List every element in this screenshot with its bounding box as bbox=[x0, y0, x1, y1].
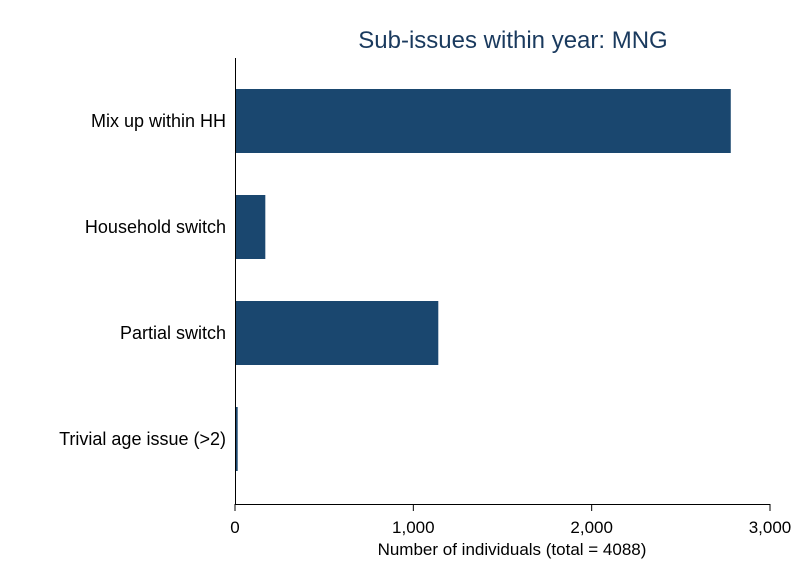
bar-2 bbox=[235, 301, 439, 365]
x-tick-label-1: 1,000 bbox=[392, 518, 435, 537]
category-label-1: Household switch bbox=[85, 217, 226, 237]
x-axis-ticks: 0 1,000 2,000 3,000 bbox=[230, 504, 791, 537]
category-label-2: Partial switch bbox=[120, 323, 226, 343]
x-tick-label-0: 0 bbox=[230, 518, 239, 537]
x-tick-label-3: 3,000 bbox=[749, 518, 792, 537]
chart-title: Sub-issues within year: MNG bbox=[358, 27, 667, 54]
bars-group bbox=[235, 89, 731, 471]
category-labels: Mix up within HH Household switch Partial … bbox=[59, 111, 226, 449]
category-label-0: Mix up within HH bbox=[91, 111, 226, 131]
bar-0 bbox=[235, 89, 731, 153]
x-tick-label-2: 2,000 bbox=[570, 518, 613, 537]
bar-1 bbox=[235, 195, 266, 259]
category-label-3: Trivial age issue (>2) bbox=[59, 429, 226, 449]
bar-3 bbox=[235, 407, 238, 471]
x-axis-title: Number of individuals (total = 4088) bbox=[378, 540, 647, 559]
